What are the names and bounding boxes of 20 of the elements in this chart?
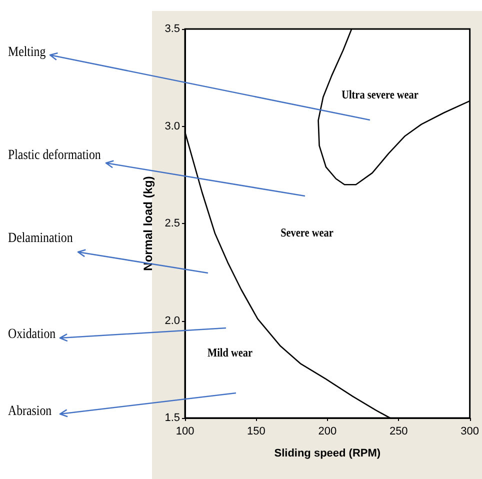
text: Delamination: [8, 231, 73, 247]
y-tick-label: 2.5: [164, 218, 180, 230]
annotation: Severe wear: [280, 226, 334, 240]
x-tick-label: 100: [176, 426, 194, 438]
text: Oxidation: [8, 327, 56, 343]
x-tick-label: 300: [460, 426, 480, 438]
x-tick-label: 150: [247, 426, 266, 438]
text: Abrasion: [8, 404, 52, 420]
y-axis-title: Normal load (kg): [140, 176, 155, 271]
y-tick-label: 2.0: [164, 314, 180, 327]
x-tick-label: 200: [318, 426, 337, 438]
text: Plastic deformation: [8, 148, 101, 164]
y-tick-label: 1.5: [164, 412, 180, 424]
y-tick-label: 3.0: [164, 120, 180, 132]
annotation: Ultra severe wear: [342, 88, 418, 102]
annotation: Mild wear: [207, 346, 253, 360]
text: Melting: [8, 45, 46, 61]
x-axis-title: Sliding speed (RPM): [274, 448, 381, 460]
x-tick-label: 250: [389, 426, 408, 438]
y-tick-label: 3.5: [164, 23, 180, 35]
